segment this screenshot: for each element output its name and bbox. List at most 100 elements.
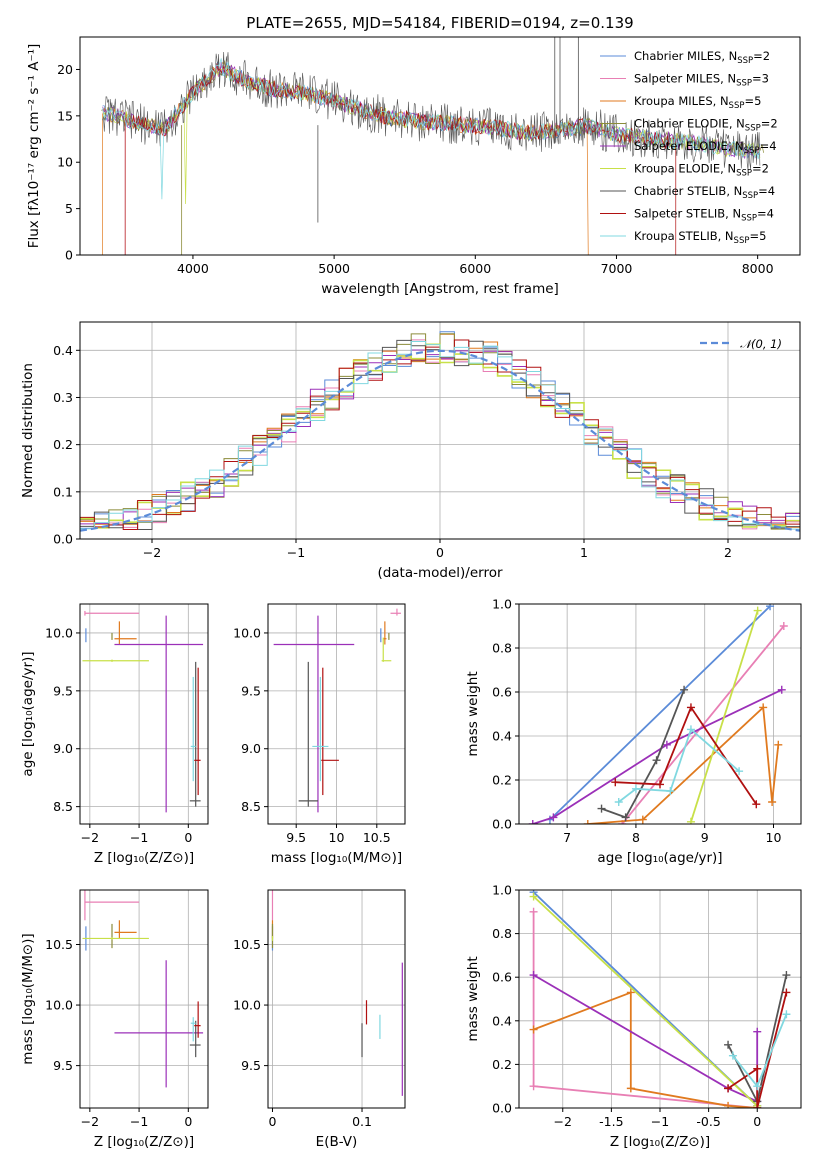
legend-sub: SSP xyxy=(734,236,750,246)
spectrum-xtick-label: 8000 xyxy=(742,261,774,276)
mass_vs_Z-xtick-label: −2 xyxy=(81,1114,99,1129)
age_vs_mass-xtick-label: 10 xyxy=(329,830,345,845)
age_vs_Z-ytick-label: 9.0 xyxy=(53,741,73,756)
spectrum-plot-area xyxy=(101,37,764,255)
mw_vs_age-ytick-label: 0.4 xyxy=(492,729,512,744)
age_vs_mass-plot-area xyxy=(273,608,401,813)
age_vs_mass-ytick-label: 10.0 xyxy=(233,625,261,640)
mw_vs_age-point-marker xyxy=(752,800,761,809)
mw_vs_age-point-marker xyxy=(528,820,537,824)
legend-base: Kroupa ELODIE, N xyxy=(634,162,736,176)
legend-base: Chabrier MILES, N xyxy=(634,49,737,63)
age_vs_mass-ytick-label: 8.5 xyxy=(241,799,261,814)
mw_vs_age-ytick-label: 0.2 xyxy=(492,773,512,788)
legend-suffix: =2 xyxy=(752,162,769,176)
legend-base: Salpeter ELODIE, N xyxy=(634,139,744,153)
mw_vs_age-point-marker xyxy=(686,817,695,824)
mw_vs_age-xlabel: age [log₁₀(age/yr)] xyxy=(597,850,722,866)
legend-sub: SSP xyxy=(744,146,760,156)
legend-base: Salpeter MILES, N xyxy=(634,72,736,86)
mass_vs_Z-ytick-label: 10.5 xyxy=(45,937,73,952)
age_vs_mass-xtick-label: 9.5 xyxy=(286,830,306,845)
residuals-xtick-label: 0 xyxy=(436,545,444,560)
age_vs_mass-panel: 9.5 10 10.5 8.5 9.0 9.5 10.0 mass [log₁₀(M/M⊙)] xyxy=(233,603,406,866)
mw_vs_age-point-marker xyxy=(774,740,783,749)
mw_vs_Z-point-marker xyxy=(529,892,538,901)
spectrum-legend-entry: Chabrier ELODIE, NSSP=2 xyxy=(634,117,778,134)
mw_vs_age-ylabel: mass weight xyxy=(465,671,481,756)
age_vs_mass-ytick-label: 9.0 xyxy=(241,741,261,756)
age_vs_Z-xtick-label: −2 xyxy=(81,830,99,845)
mw_vs_Z-point-marker xyxy=(782,971,791,980)
residuals-ytick-label: 0.4 xyxy=(53,343,73,358)
mw_vs_age-series-line xyxy=(549,605,771,821)
mw_vs_age-ytick-label: 0.6 xyxy=(492,685,512,700)
spectrum-xlabel: wavelength [Angstrom, rest frame] xyxy=(321,281,559,297)
mw_vs_Z-point-marker xyxy=(626,988,635,997)
residuals-xtick-label: −2 xyxy=(143,545,161,560)
mw_vs_age-xtick-label: 8 xyxy=(632,830,640,845)
mass_vs_EBV-xlabel: E(B-V) xyxy=(316,1134,358,1150)
mw_vs_Z-ylabel: mass weight xyxy=(465,956,481,1041)
mw_vs_Z-point-marker xyxy=(529,971,538,980)
legend-sub: SSP xyxy=(736,169,752,179)
mass_vs_Z-ytick-label: 9.5 xyxy=(53,1058,73,1073)
legend-suffix: =2 xyxy=(761,117,778,131)
mw_vs_Z-xlabel: Z [log₁₀(Z/Z⊙)] xyxy=(610,1134,710,1150)
mass_vs_EBV-xtick-label: 0.1 xyxy=(352,1114,372,1129)
mass_vs_EBV-ytick-label: 9.5 xyxy=(241,1058,261,1073)
legend-suffix: =4 xyxy=(760,139,777,153)
mw_vs_Z-series-line xyxy=(533,991,758,1108)
legend-sub: SSP xyxy=(741,214,757,224)
mw_vs_age-xtick-label: 9 xyxy=(701,830,709,845)
mw_vs_Z-xtick-label: 0 xyxy=(753,1114,761,1129)
mw_vs_age-point-marker xyxy=(614,798,623,806)
mw_vs_age-xtick-label: 10 xyxy=(766,830,782,845)
mw_vs_Z-point-marker xyxy=(724,1084,733,1093)
residuals-ytick-label: 0.3 xyxy=(53,390,73,405)
spectrum-legend-entry: Kroupa ELODIE, NSSP=2 xyxy=(634,162,769,179)
mw_vs_age-point-marker xyxy=(621,813,630,822)
mass_vs_EBV-frame xyxy=(267,889,406,1109)
mass_vs_Z-xtick-label: 0 xyxy=(184,1114,192,1129)
spectrum-ytick-label: 0 xyxy=(65,248,73,263)
mw_vs_age-point-marker xyxy=(666,787,675,795)
mw_vs_age-series-line xyxy=(615,705,758,805)
mw_vs_age-xtick-label: 7 xyxy=(563,830,571,845)
mass_vs_Z-ytick-label: 10.0 xyxy=(45,998,73,1013)
mw_vs_age-point-marker xyxy=(759,703,768,712)
residuals-panel: −2 −1 0 1 2 0.0 0.1 0.2 0.3 0.4 (data-model)/error… xyxy=(20,321,801,581)
mw_vs_Z-point-marker xyxy=(529,1082,538,1091)
mw_vs_age-ytick-label: 0.8 xyxy=(492,641,512,656)
mw_vs_age-point-marker xyxy=(611,778,620,787)
mw_vs_age-plot-area xyxy=(528,604,788,824)
residuals-xtick-label: 2 xyxy=(724,545,732,560)
normal-legend-label: 𝒩(0, 1) xyxy=(740,337,782,351)
residuals-ytick-label: 0.1 xyxy=(53,484,73,499)
mw_vs_Z-ytick-label: 0.0 xyxy=(492,1101,512,1116)
legend-sub: SSP xyxy=(729,101,745,111)
residuals-plot-area xyxy=(80,331,800,532)
mw_vs_age-point-marker xyxy=(631,784,640,793)
mass_vs_Z-panel: −2 −1 0 9.5 10.0 10.5 Z [log₁₀(Z/Z⊙)] mass [log… xyxy=(20,889,209,1150)
mw_vs_Z-xtick-label: −2 xyxy=(554,1114,572,1129)
legend-suffix: =3 xyxy=(752,72,769,86)
mw_vs_Z-point-marker xyxy=(724,1040,733,1049)
normal-curve xyxy=(80,349,800,532)
mw_vs_age-frame xyxy=(518,603,802,825)
mw_vs_Z-xtick-label: -1.5 xyxy=(599,1114,623,1129)
mw_vs_Z-ytick-label: 0.6 xyxy=(492,970,512,985)
mass_vs_EBV-ytick-label: 10.5 xyxy=(233,937,261,952)
mass_vs_Z-xtick-label: −1 xyxy=(130,1114,148,1129)
mw_vs_age-point-marker xyxy=(680,685,689,694)
spectrum-panel: 4000 5000 6000 7000 8000 0 5 10 15 20 wavelength [… xyxy=(26,36,801,297)
mw_vs_age-ytick-label: 1.0 xyxy=(492,597,512,612)
mw_vs_Z-point-marker xyxy=(753,1104,762,1108)
mw_vs_Z-point-marker xyxy=(529,907,538,916)
mw_vs_Z-point-marker xyxy=(724,1101,733,1108)
legend-suffix: =2 xyxy=(753,49,770,63)
legend-base: Kroupa MILES, N xyxy=(634,94,729,108)
spectrum-ytick-label: 5 xyxy=(65,201,73,216)
age_vs_Z-ylabel: age [log₁₀(age/yr)] xyxy=(20,651,36,776)
mw_vs_Z-point-marker xyxy=(782,1010,791,1019)
